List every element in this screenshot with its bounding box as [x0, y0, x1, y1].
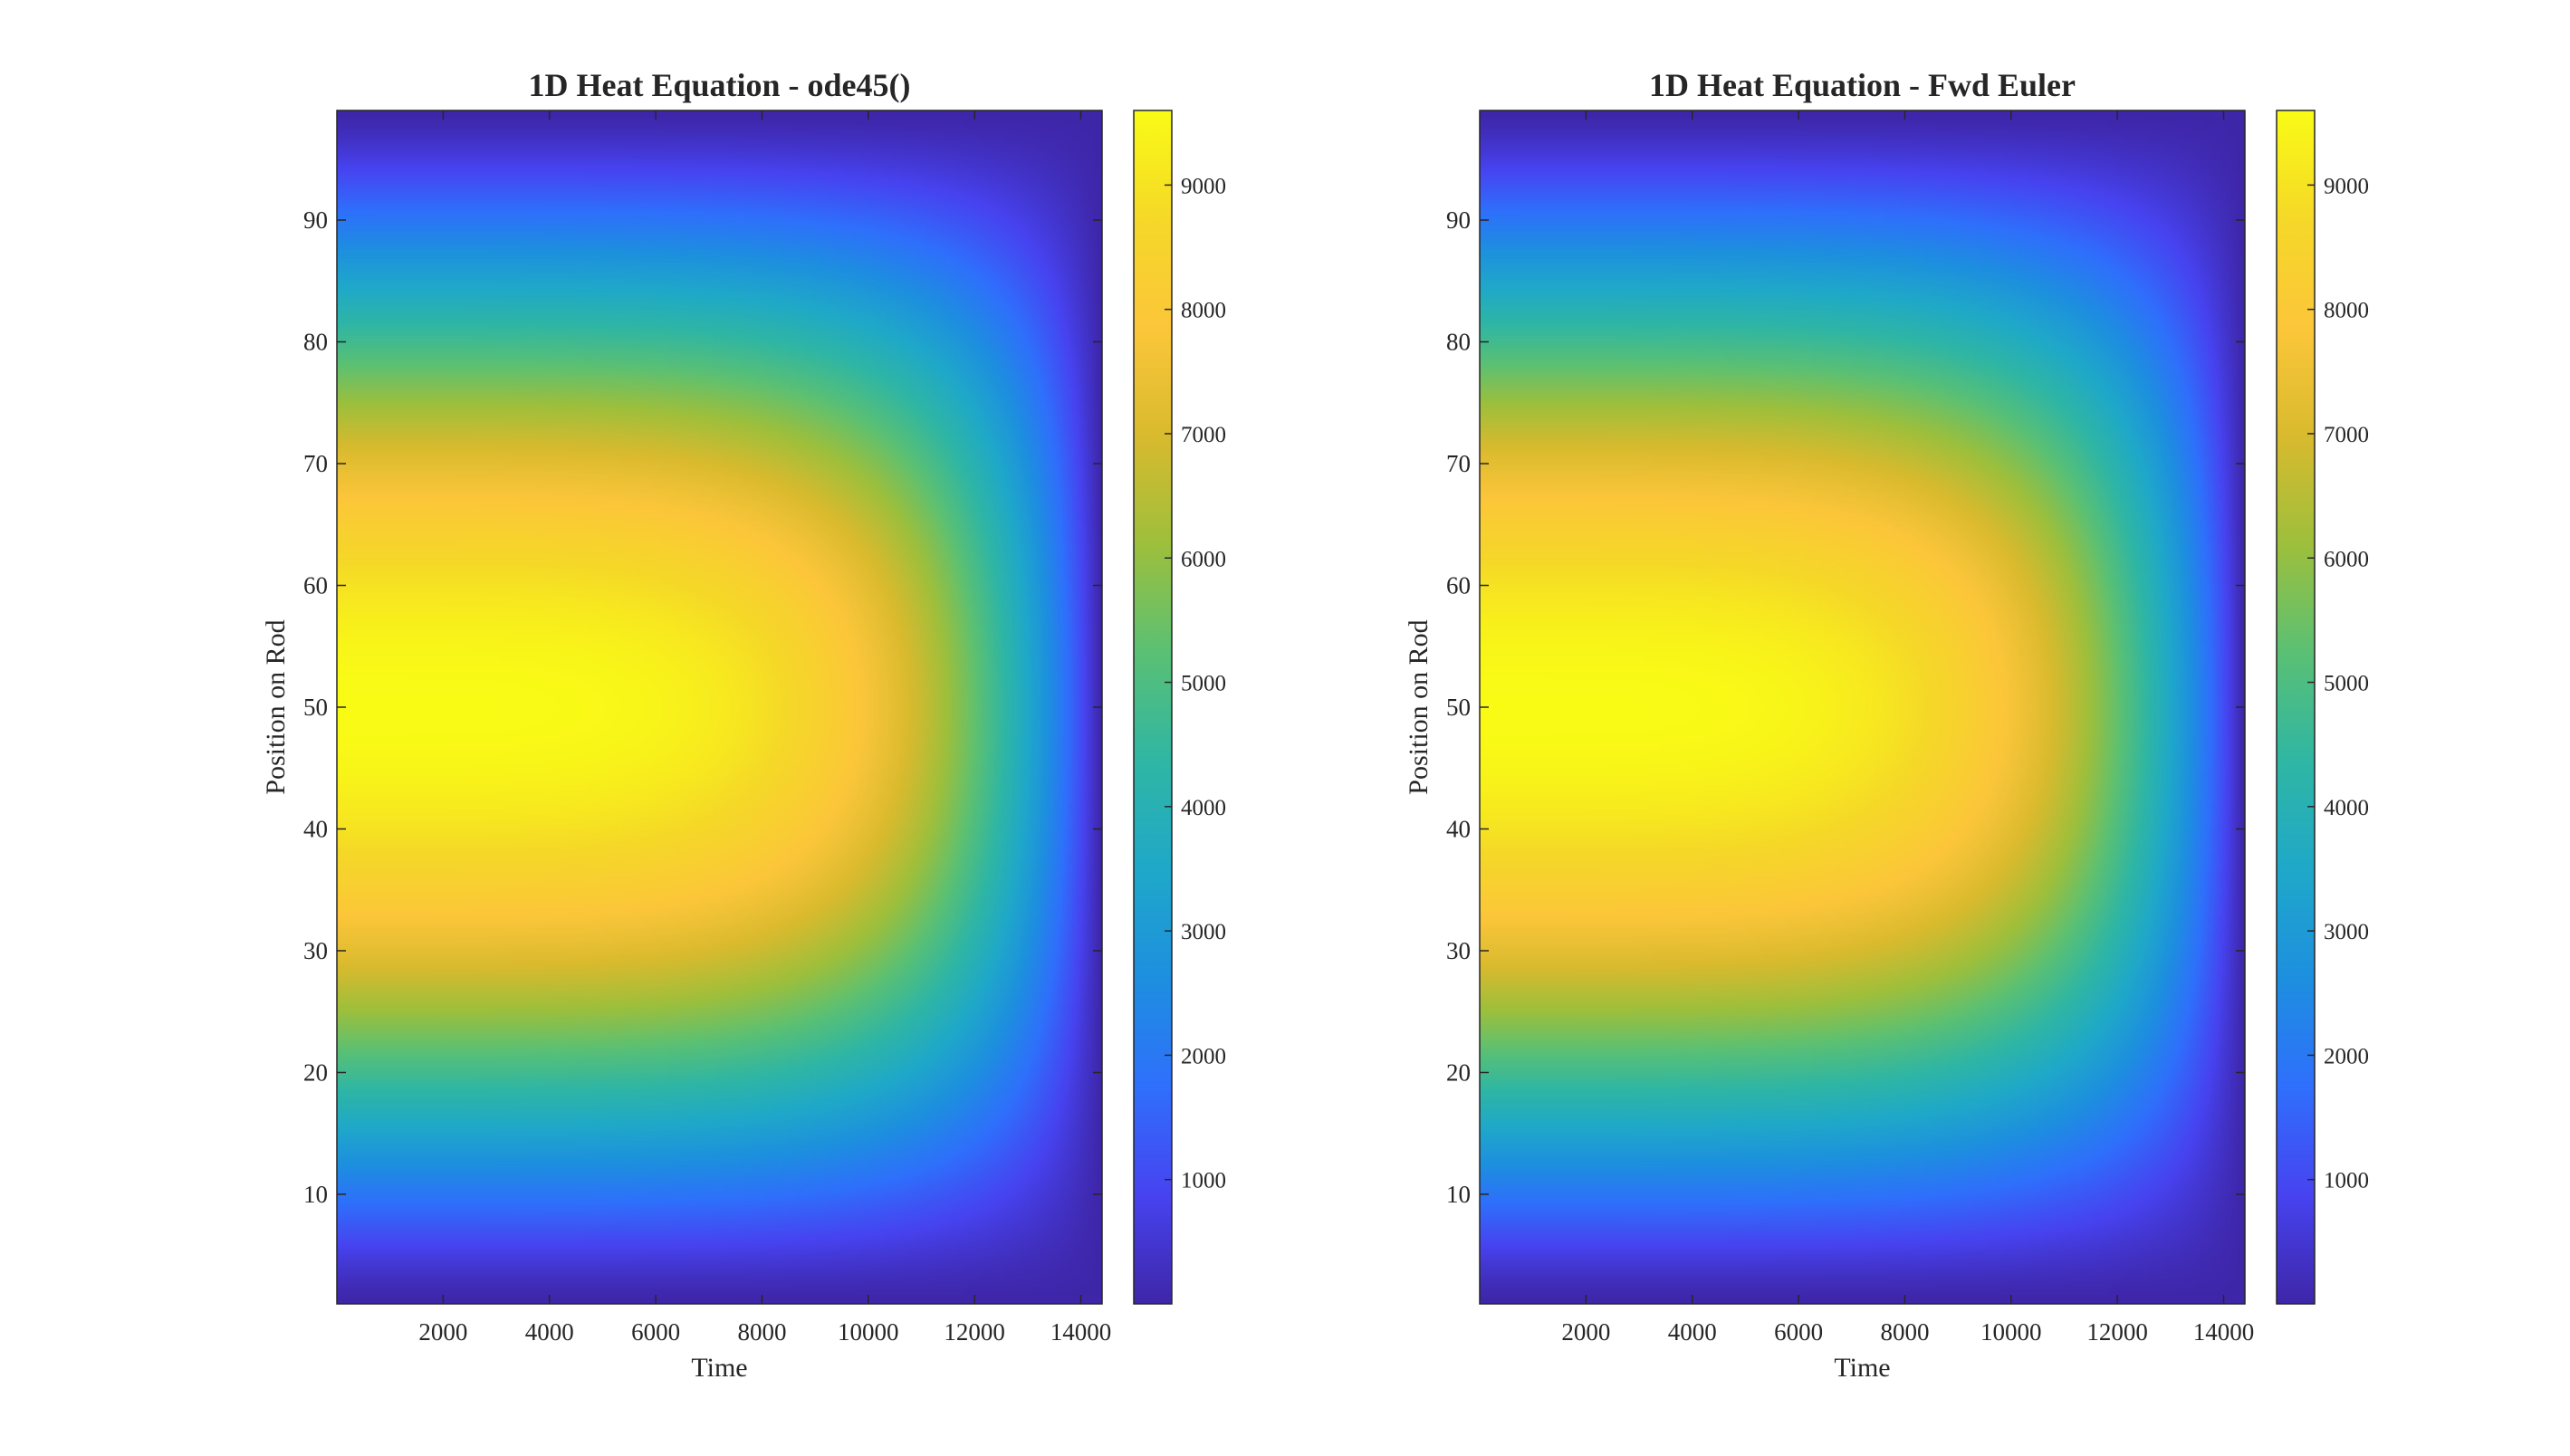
plot-title: 1D Heat Equation - Fwd Euler: [1649, 67, 2076, 103]
x-tick-label: 8000: [1880, 1318, 1929, 1346]
y-tick-label: 70: [1446, 450, 1471, 477]
y-tick-label: 20: [1446, 1058, 1471, 1086]
x-tick-label: 4000: [525, 1318, 574, 1346]
colorbar-gradient: [1133, 110, 1173, 1305]
colorbar-tick-label: 6000: [1181, 547, 1226, 571]
x-tick-label: 12000: [944, 1318, 1005, 1346]
plot-title: 1D Heat Equation - ode45(): [529, 67, 911, 103]
y-tick-label: 40: [1446, 815, 1471, 842]
y-tick-label: 60: [303, 572, 328, 599]
colorbar-tick-label: 4000: [1181, 796, 1226, 820]
y-tick-label: 20: [303, 1058, 328, 1086]
x-axis-label: Time: [1834, 1353, 1890, 1383]
colorbar-tick-label: 8000: [2324, 299, 2369, 323]
x-tick-label: 6000: [1774, 1318, 1823, 1346]
y-tick-label: 70: [303, 450, 328, 477]
colorbar-tick-label: 1000: [1181, 1169, 1226, 1193]
colorbar: 1000 2000 3000 4000 5000 6000 7000 8000 9000: [1133, 110, 1226, 1305]
colorbar-gradient: [2276, 110, 2316, 1305]
colorbar-tick-label: 7000: [1181, 423, 1226, 447]
y-axis-label: Position on Rod: [261, 619, 291, 794]
y-tick-label: 60: [1446, 572, 1471, 599]
y-tick-label: 90: [1446, 206, 1471, 234]
subplot-2: 2000 4000 6000 8000 10000 12000 14000 10 20 30 40 5…: [1404, 67, 2369, 1383]
y-tick-label: 10: [303, 1181, 328, 1208]
x-tick-label: 14000: [2193, 1318, 2255, 1346]
x-tick-label: 2000: [418, 1318, 467, 1346]
y-tick-label: 40: [303, 815, 328, 842]
colorbar-tick-label: 8000: [1181, 299, 1226, 323]
x-tick-label: 8000: [737, 1318, 786, 1346]
colorbar-tick-label: 4000: [2324, 796, 2369, 820]
y-axis-label: Position on Rod: [1404, 619, 1434, 794]
y-tick-label: 50: [303, 694, 328, 721]
y-tick-label: 30: [1446, 937, 1471, 964]
y-tick-label: 80: [1446, 329, 1471, 356]
x-tick-label: 4000: [1668, 1318, 1717, 1346]
colorbar-tick-label: 2000: [1181, 1044, 1226, 1068]
x-tick-label: 6000: [631, 1318, 680, 1346]
subplot-1: 2000 4000 6000 8000 10000 12000 14000 10 20 30 40 5…: [261, 67, 1226, 1383]
x-tick-label: 10000: [838, 1318, 899, 1346]
colorbar-tick-label: 1000: [2324, 1169, 2369, 1193]
colorbar-tick-label: 3000: [1181, 920, 1226, 944]
x-tick-label: 10000: [1980, 1318, 2042, 1346]
x-axis-label: Time: [691, 1353, 747, 1383]
x-tick-label: 2000: [1561, 1318, 1610, 1346]
colorbar-tick-label: 6000: [2324, 547, 2369, 571]
x-tick-label: 12000: [2086, 1318, 2148, 1346]
colorbar-tick-label: 5000: [1181, 672, 1226, 696]
y-tick-label: 10: [1446, 1181, 1471, 1208]
x-tick-label: 14000: [1050, 1318, 1112, 1346]
colorbar-tick-label: 9000: [2324, 174, 2369, 198]
y-tick-label: 80: [303, 329, 328, 356]
colorbar-tick-label: 5000: [2324, 672, 2369, 696]
colorbar: 1000 2000 3000 4000 5000 6000 7000 8000 9000: [2276, 110, 2369, 1305]
y-tick-label: 90: [303, 206, 328, 234]
heatmap-field: [337, 110, 1102, 1304]
heatmap-field: [1480, 110, 2245, 1304]
colorbar-tick-label: 7000: [2324, 423, 2369, 447]
colorbar-tick-label: 9000: [1181, 174, 1226, 198]
y-tick-label: 50: [1446, 694, 1471, 721]
colorbar-tick-label: 3000: [2324, 920, 2369, 944]
colorbar-tick-label: 2000: [2324, 1044, 2369, 1068]
y-tick-label: 30: [303, 937, 328, 964]
